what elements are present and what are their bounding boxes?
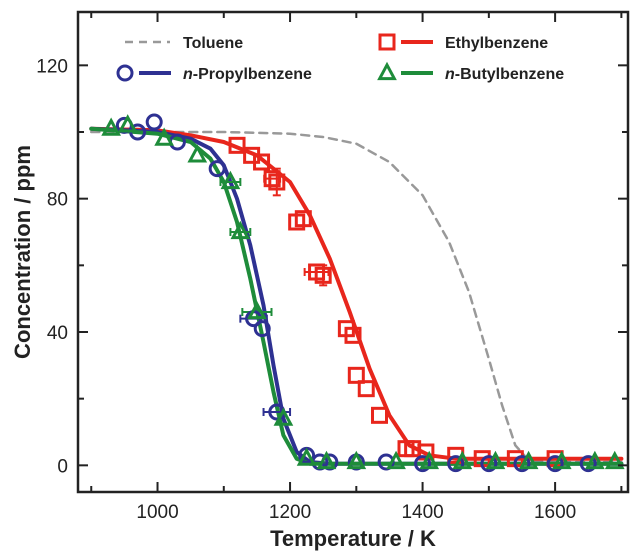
- y-tick-label: 80: [47, 190, 68, 211]
- data-point-n-butylbenzene: [220, 170, 241, 190]
- data-point-n-butylbenzene: [485, 450, 506, 470]
- data-point-ethylbenzene: [314, 266, 332, 284]
- legend-swatch-marker: [378, 33, 396, 51]
- data-point-ethylbenzene: [253, 153, 271, 171]
- data-point-n-propylbenzene: [480, 455, 498, 473]
- legend-entry-n-propylbenzene: n-Propylbenzene: [116, 64, 312, 83]
- x-axis-title: Temperature / K: [270, 526, 436, 551]
- data-point-n-butylbenzene: [452, 450, 473, 470]
- legend-label: n-Butylbenzene: [445, 66, 564, 83]
- data-point-n-butylbenzene: [386, 450, 406, 470]
- y-tick-label: 120: [36, 56, 68, 77]
- x-tick-label: 1000: [136, 502, 178, 523]
- legend-swatch-marker: [116, 64, 134, 82]
- data-point-n-butylbenzene: [187, 144, 208, 163]
- data-point-ethylbenzene: [294, 210, 312, 228]
- legend-label: n-Propylbenzene: [183, 66, 312, 83]
- data-point-n-butylbenzene: [419, 450, 440, 470]
- data-point-ethylbenzene: [344, 326, 362, 344]
- y-tick-label: 40: [47, 323, 68, 344]
- legend: Toluene Ethylbenzene n-Propylbenzene n-Buty…: [116, 33, 564, 83]
- data-point-ethylbenzene: [228, 136, 246, 154]
- legend-entry-n-butylbenzene: n-Butylbenzene: [377, 61, 564, 83]
- data-point-n-butylbenzene: [518, 450, 539, 470]
- y-tick-label: 0: [57, 456, 68, 477]
- data-point-n-butylbenzene: [273, 407, 294, 426]
- legend-entry-ethylbenzene: Ethylbenzene: [378, 33, 548, 52]
- data-point-n-propylbenzene: [546, 455, 564, 473]
- data-point-ethylbenzene: [268, 173, 286, 191]
- data-point-n-butylbenzene: [346, 450, 367, 470]
- data-point-n-propylbenzene: [414, 455, 432, 473]
- legend-label: Ethylbenzene: [445, 35, 548, 52]
- data-point-n-propylbenzene: [447, 455, 465, 473]
- plot-frame: [76, 10, 630, 494]
- data-point-n-propylbenzene: [145, 113, 163, 131]
- x-tick-label: 1600: [534, 502, 576, 523]
- data-point-ethylbenzene: [371, 406, 389, 424]
- data-point-n-butylbenzene: [551, 450, 572, 470]
- y-axis-title: Concentration / ppm: [10, 145, 35, 359]
- data-point-n-butylbenzene: [101, 117, 121, 136]
- data-point-n-butylbenzene: [247, 300, 267, 320]
- legend-label: Toluene: [183, 35, 243, 52]
- data-point-n-butylbenzene: [296, 447, 317, 466]
- data-point-n-butylbenzene: [604, 450, 625, 470]
- data-point-n-butylbenzene: [117, 114, 138, 133]
- data-point-n-butylbenzene: [316, 450, 337, 470]
- curve-n-butylbenzene: [89, 126, 624, 466]
- legend-entry-toluene: Toluene: [125, 35, 243, 52]
- curve-toluene: [90, 130, 623, 464]
- data-point-n-propylbenzene: [513, 455, 531, 473]
- curve-layer: [89, 126, 624, 466]
- marker-layer: [101, 113, 625, 473]
- axes-layer: 1000 1200 1400 1600 0 40 80 120: [36, 10, 630, 523]
- data-point-n-butylbenzene: [230, 220, 251, 240]
- curve-n-propylbenzene: [89, 126, 624, 466]
- curve-ethylbenzene: [89, 126, 624, 461]
- data-point-n-propylbenzene: [579, 455, 597, 473]
- data-point-ethylbenzene: [347, 366, 365, 384]
- data-point-ethylbenzene: [357, 380, 375, 398]
- x-tick-label: 1400: [401, 502, 443, 523]
- data-point-n-propylbenzene: [208, 160, 226, 178]
- data-point-n-butylbenzene: [585, 450, 605, 470]
- data-point-n-butylbenzene: [154, 127, 175, 146]
- legend-swatch-marker: [377, 61, 397, 81]
- data-point-n-propylbenzene: [253, 320, 271, 338]
- x-tick-label: 1200: [269, 502, 311, 523]
- data-point-ethylbenzene: [263, 170, 281, 188]
